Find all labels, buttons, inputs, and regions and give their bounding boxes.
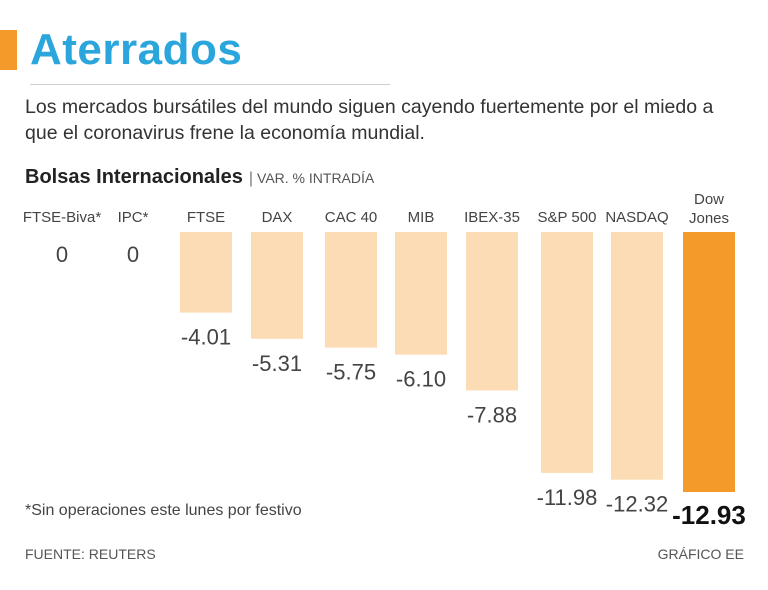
bar-s-p-500	[541, 232, 593, 473]
chart-unit-label: VAR. % INTRADÍA	[257, 170, 375, 186]
category-label-dow-jones-line1: Dow	[694, 191, 724, 208]
category-label-ipc: IPC*	[118, 209, 149, 226]
value-label-nasdaq: -12.32	[606, 492, 668, 517]
title-divider	[30, 84, 390, 85]
category-label-dax: DAX	[262, 209, 293, 226]
value-label-ipc: 0	[127, 242, 139, 267]
value-label-dax: -5.31	[252, 351, 302, 376]
value-label-dow-jones: -12.93	[672, 500, 746, 530]
bar-mib	[395, 232, 447, 355]
bar-ibex-35	[466, 232, 518, 391]
chart-footnote: *Sin operaciones este lunes por festivo	[25, 502, 302, 519]
category-label-s-p-500: S&P 500	[538, 209, 597, 226]
chart-title: Bolsas Internacionales	[25, 166, 243, 188]
category-label-mib: MIB	[408, 209, 435, 226]
bar-cac-40	[325, 232, 377, 348]
value-label-cac-40: -5.75	[326, 360, 376, 385]
value-label-ftse-biva: 0	[56, 242, 68, 267]
category-label-nasdaq: NASDAQ	[605, 209, 668, 226]
chart-heading-separator: |	[248, 170, 254, 187]
chart-heading: Bolsas Internacionales | VAR. % INTRADÍA	[25, 166, 374, 189]
category-label-ftse-biva: FTSE-Biva*	[23, 209, 102, 226]
category-label-cac-40: CAC 40	[325, 209, 378, 226]
value-label-mib: -6.10	[396, 367, 446, 392]
bar-dax	[251, 232, 303, 339]
category-label-ftse: FTSE	[187, 209, 225, 226]
bar-nasdaq	[611, 232, 663, 480]
page-subtitle: Los mercados bursátiles del mundo siguen…	[25, 96, 714, 144]
category-label-dow-jones-line2: Jones	[689, 210, 729, 227]
value-label-s-p-500: -11.98	[537, 485, 598, 510]
bar-ftse	[180, 232, 232, 313]
category-label-ibex-35: IBEX-35	[464, 209, 520, 226]
page-title: Aterrados	[30, 25, 243, 74]
graphic-credit: GRÁFICO EE	[657, 546, 744, 562]
title-accent-bar	[0, 30, 17, 70]
value-label-ibex-35: -7.88	[467, 402, 517, 427]
bar-dow-jones	[683, 232, 735, 492]
source-note: FUENTE: REUTERS	[25, 546, 156, 562]
value-label-ftse: -4.01	[181, 325, 231, 350]
